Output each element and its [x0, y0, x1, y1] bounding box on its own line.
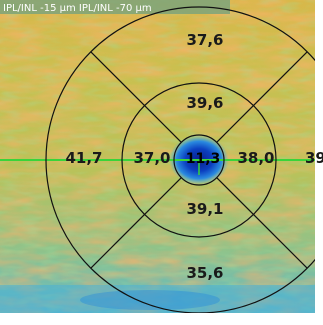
etdrs-grid — [45, 6, 315, 313]
value-inferior-inner: 39,1 — [186, 200, 223, 218]
layer-label: IPL/INL -15 µm IPL/INL -70 µm — [3, 3, 152, 14]
value-center: 11,3 — [186, 151, 221, 167]
inner-ring — [121, 82, 277, 238]
value-nasal-outer: 39 — [305, 149, 323, 167]
value-temporal-inner: 37,0 — [133, 149, 170, 167]
outer-ring — [45, 6, 315, 313]
map-background — [0, 0, 315, 313]
sector-divider — [90, 51, 182, 143]
value-superior-outer: 37,6 — [186, 31, 223, 49]
header-strip — [0, 0, 230, 14]
value-nasal-inner: 38,0 — [237, 149, 274, 167]
sector-divider — [90, 177, 182, 269]
sector-divider — [216, 51, 308, 143]
sector-divider — [216, 177, 308, 269]
center-ring — [173, 134, 225, 186]
value-temporal-outer: 41,7 — [65, 149, 102, 167]
value-inferior-outer: 35,6 — [186, 264, 223, 282]
value-superior-inner: 39,6 — [186, 94, 223, 112]
